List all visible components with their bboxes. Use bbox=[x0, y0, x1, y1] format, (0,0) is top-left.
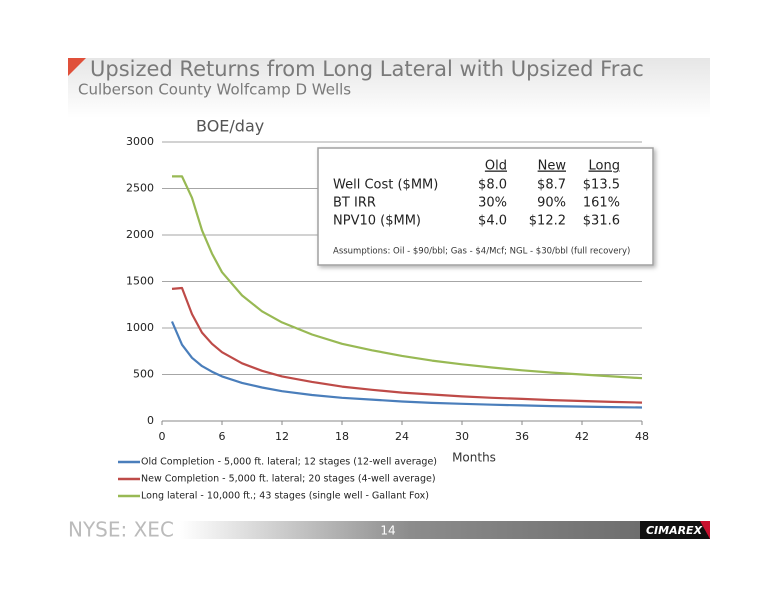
summary-box-frame bbox=[317, 147, 654, 266]
x-tick-label: 30 bbox=[455, 430, 469, 443]
assumptions-note: Assumptions: Oil - $90/bbl; Gas - $4/Mcf… bbox=[333, 247, 630, 257]
y-tick-label: 500 bbox=[133, 368, 154, 381]
cell: 161% bbox=[583, 196, 620, 211]
footer-ticker: NYSE: XEC bbox=[68, 518, 174, 542]
row-label: NPV10 ($MM) bbox=[333, 214, 421, 229]
column-header: Old bbox=[485, 159, 507, 174]
y-tick-label: 3000 bbox=[126, 135, 154, 148]
x-tick-label: 12 bbox=[275, 430, 289, 443]
series-line bbox=[171, 286, 643, 404]
y-tick-label: 0 bbox=[147, 414, 154, 427]
logo-box bbox=[640, 521, 710, 539]
logo-accent bbox=[700, 521, 710, 539]
x-tick-label: 48 bbox=[635, 430, 649, 443]
summary-box: Old New Long Well Cost ($MM) $8.0 $8.7 $13.5 BT… bbox=[317, 147, 654, 266]
cell: 90% bbox=[537, 196, 566, 211]
legend-label: Long lateral - 10,000 ft.; 43 stages (si… bbox=[141, 491, 429, 502]
x-tick-label: 6 bbox=[219, 430, 226, 443]
cell: 30% bbox=[478, 196, 507, 211]
footer-bar bbox=[180, 521, 640, 539]
header-band bbox=[68, 58, 710, 118]
row-label: BT IRR bbox=[333, 196, 376, 211]
series-line bbox=[170, 321, 643, 409]
series-line bbox=[172, 175, 643, 380]
column-header: New bbox=[538, 159, 567, 174]
x-tick-label: 24 bbox=[395, 430, 409, 443]
cell: $8.7 bbox=[537, 178, 566, 193]
logo: CIMAREX bbox=[646, 524, 703, 537]
x-tick-label: 36 bbox=[515, 430, 529, 443]
x-tick-label: 42 bbox=[575, 430, 589, 443]
legend-label: New Completion - 5,000 ft. lateral; 20 s… bbox=[141, 474, 436, 485]
x-axis-title: Months bbox=[452, 451, 496, 465]
y-axis-title: BOE/day bbox=[196, 117, 264, 136]
cell: $12.2 bbox=[529, 214, 566, 229]
legend-label: Old Completion - 5,000 ft. lateral; 12 s… bbox=[141, 457, 437, 468]
y-tick-label: 2500 bbox=[126, 182, 154, 195]
y-tick-label: 2000 bbox=[126, 228, 154, 241]
page-number: 14 bbox=[380, 524, 395, 538]
y-tick-label: 1000 bbox=[126, 321, 154, 334]
cell: $31.6 bbox=[583, 214, 620, 229]
y-tick-label: 1500 bbox=[126, 275, 154, 288]
slide-title: Upsized Returns from Long Lateral with U… bbox=[90, 57, 644, 81]
header-accent bbox=[68, 58, 86, 76]
x-tick-label: 18 bbox=[335, 430, 349, 443]
row-label: Well Cost ($MM) bbox=[333, 178, 438, 193]
cell: $4.0 bbox=[478, 214, 507, 229]
cell: $13.5 bbox=[583, 178, 620, 193]
x-tick-label: 0 bbox=[159, 430, 166, 443]
cell: $8.0 bbox=[478, 178, 507, 193]
column-header: Long bbox=[589, 159, 620, 174]
slide-subtitle: Culberson County Wolfcamp D Wells bbox=[78, 81, 351, 99]
